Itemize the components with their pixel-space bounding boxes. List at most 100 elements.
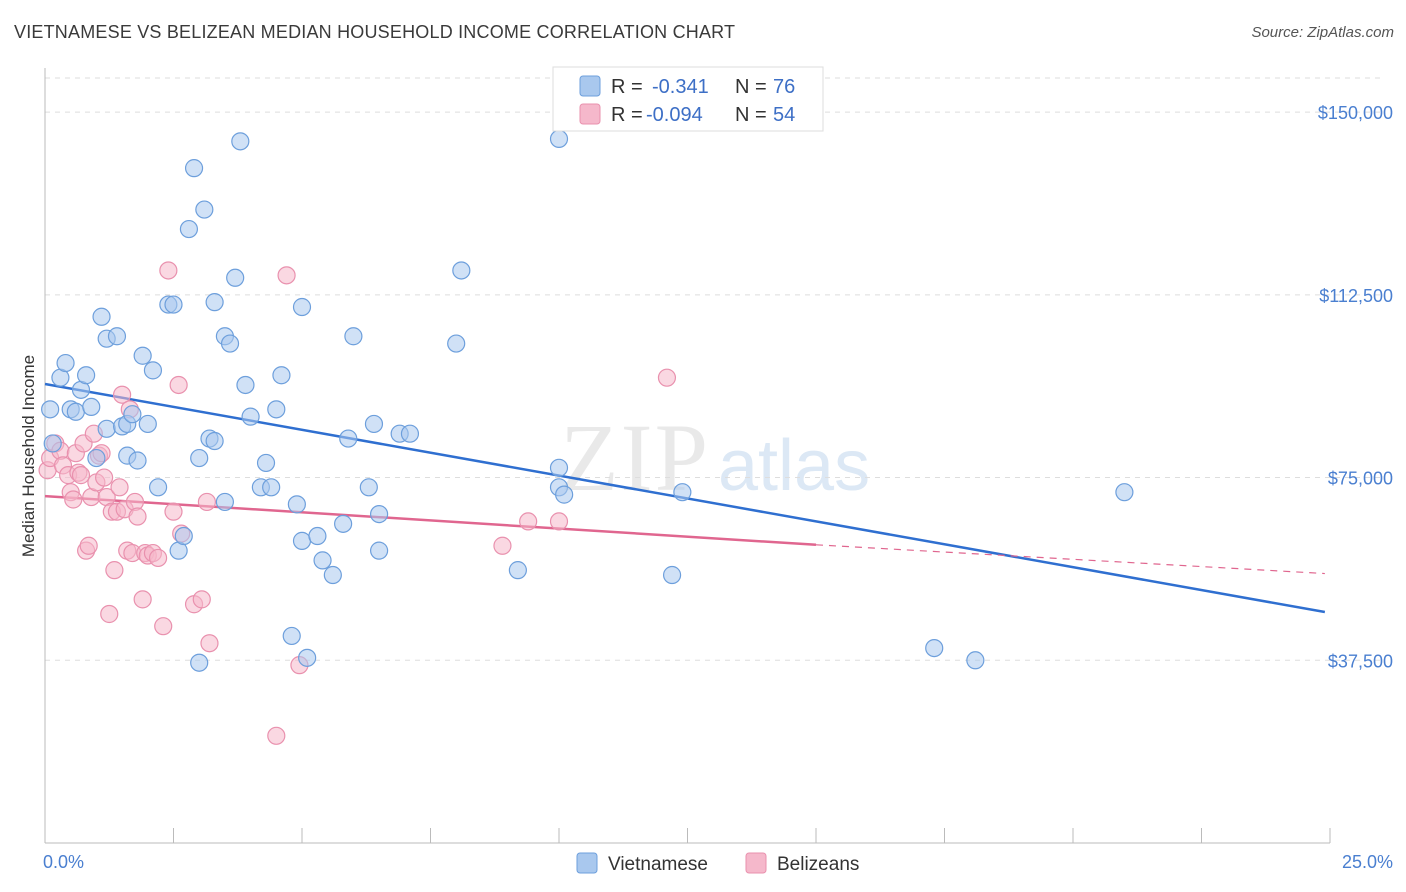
vietnamese-point (508, 561, 527, 580)
belizeans-point (100, 604, 119, 624)
vietnamese-point (179, 219, 199, 239)
vietnamese-point (370, 541, 389, 560)
series-label-belizeans: Belizeans (777, 854, 859, 875)
vietnamese-point (370, 504, 389, 524)
belizeans-point (159, 261, 178, 280)
vietnamese-point (92, 307, 111, 326)
vietnamese-point (334, 514, 353, 533)
vietnamese-point (43, 434, 62, 453)
vietnamese-point (549, 129, 569, 149)
belizeans-point (112, 385, 132, 404)
belizeans-trend-extension (815, 544, 1325, 575)
vietnamese-point (231, 132, 250, 151)
vietnamese-point (87, 448, 106, 468)
legend-r-value-2: -0.094 (646, 104, 703, 126)
vietnamese-point (400, 424, 420, 443)
vietnamese-point (287, 495, 306, 514)
belizeans-point (148, 548, 168, 568)
vietnamese-point (292, 531, 312, 550)
belizeans-points (38, 261, 677, 745)
belizeans-point (657, 368, 677, 387)
vietnamese-point (220, 334, 240, 353)
y-tick-label: $112,500 (1319, 286, 1393, 306)
vietnamese-point (82, 397, 101, 417)
series-swatch-vietnamese (576, 852, 598, 874)
vietnamese-point (215, 492, 234, 512)
legend-swatch-vietnamese (579, 75, 601, 97)
belizeans-point (197, 492, 217, 512)
vietnamese-point (256, 453, 276, 473)
vietnamese-point (313, 551, 332, 570)
watermark-atlas: atlas (718, 426, 870, 506)
y-tick-labels: $37,500 $75,000 $112,500 $150,000 (1318, 103, 1393, 671)
belizeans-point (71, 466, 91, 485)
legend-box: R = -0.341 N = 76 R = -0.094 N = 54 (552, 66, 824, 132)
vietnamese-point (925, 638, 944, 658)
belizeans-point (79, 536, 98, 555)
vietnamese-point (138, 414, 157, 434)
belizeans-point (200, 634, 219, 653)
vietnamese-point (339, 429, 358, 448)
vietnamese-point (148, 478, 168, 497)
y-axis-title: Median Household Income (19, 355, 38, 557)
belizeans-point (192, 590, 211, 609)
belizeans-point (277, 266, 296, 285)
source-label: Source: ZipAtlas.com (1251, 24, 1394, 41)
vietnamese-point (190, 448, 209, 468)
belizeans-point (105, 561, 124, 580)
legend-n-label-1: N = (735, 76, 767, 98)
vietnamese-point (184, 159, 204, 178)
vietnamese-point (662, 565, 682, 585)
legend-r-value-1: -0.341 (652, 76, 709, 98)
vietnamese-point (190, 653, 209, 672)
y-tick-label: $75,000 (1328, 469, 1393, 489)
legend-swatch-belizeans (579, 103, 601, 125)
vietnamese-point (364, 414, 384, 434)
legend-n-label-2: N = (735, 104, 767, 126)
vietnamese-point (555, 485, 574, 504)
vietnamese-point (205, 431, 224, 451)
vietnamese-point (344, 327, 363, 346)
vietnamese-point (226, 268, 245, 287)
vietnamese-point (966, 651, 985, 670)
belizeans-point (95, 468, 114, 487)
vietnamese-point (549, 458, 569, 477)
legend-r-label-2: R = (611, 104, 643, 126)
vietnamese-point (241, 407, 260, 426)
legend-n-value-2: 54 (773, 104, 795, 126)
y-tick-label: $37,500 (1328, 651, 1393, 671)
vietnamese-point (298, 648, 317, 667)
vietnamese-point (1115, 483, 1134, 502)
series-legend: Vietnamese Belizeans (576, 852, 859, 875)
vietnamese-point (262, 478, 281, 497)
series-label-vietnamese: Vietnamese (608, 854, 708, 875)
vietnamese-point (97, 419, 116, 438)
vietnamese-point (236, 375, 255, 395)
belizeans-point (549, 512, 569, 531)
vietnamese-point (133, 346, 152, 365)
vietnamese-point (205, 293, 224, 312)
vietnamese-point (143, 361, 163, 380)
vietnamese-point (673, 483, 692, 502)
belizeans-point (154, 617, 173, 636)
vietnamese-point (308, 526, 327, 546)
x-tick-label-max: 25.0% (1342, 852, 1393, 872)
vietnamese-point (452, 261, 471, 280)
belizeans-point (267, 726, 286, 745)
belizeans-point (164, 502, 183, 521)
vietnamese-point (41, 400, 60, 419)
vietnamese-point (447, 334, 466, 353)
legend-r-label-1: R = (611, 76, 643, 98)
x-tick-label-min: 0.0% (43, 852, 84, 872)
vietnamese-point (66, 402, 85, 421)
grid-lines (45, 77, 1380, 661)
vietnamese-point (174, 526, 193, 546)
vietnamese-point (323, 565, 342, 585)
legend-n-value-1: 76 (773, 76, 795, 98)
chart-title: VIETNAMESE VS BELIZEAN MEDIAN HOUSEHOLD … (14, 22, 736, 42)
vietnamese-point (123, 405, 142, 424)
belizeans-point (493, 536, 512, 555)
belizeans-point (519, 512, 538, 531)
vietnamese-point (128, 451, 147, 470)
